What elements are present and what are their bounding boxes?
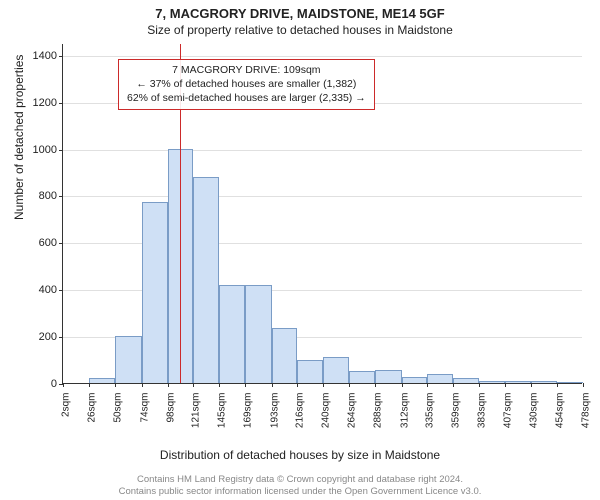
x-tick-label: 74sqm [139,393,150,423]
x-tick-label: 2sqm [61,393,72,417]
x-tick-label: 454sqm [554,393,565,429]
x-axis-label: Distribution of detached houses by size … [0,448,600,462]
x-tick-label: 288sqm [373,393,384,429]
x-tick-label: 335sqm [424,393,435,429]
x-tick-label: 240sqm [321,393,332,429]
annotation-box: 7 MACGRORY DRIVE: 109sqm← 37% of detache… [118,59,375,110]
histogram-bar [272,328,297,383]
x-tick-label: 193sqm [269,393,280,429]
x-tick-label: 121sqm [191,393,202,429]
histogram-bar [402,377,427,383]
y-tick-label: 1000 [33,144,63,156]
histogram-bar [479,381,505,383]
histogram-bar [297,360,323,383]
x-tick-label: 407sqm [503,393,514,429]
y-tick-label: 800 [39,190,63,202]
plot-area: 02004006008001000120014002sqm26sqm50sqm7… [62,44,582,384]
page-title: 7, MACGRORY DRIVE, MAIDSTONE, ME14 5GF [0,0,600,21]
histogram-bar [245,285,271,383]
x-tick-label: 145sqm [217,393,228,429]
histogram-bar [505,381,530,383]
x-tick-label: 50sqm [113,393,124,423]
footer-line-2: Contains public sector information licen… [0,486,600,498]
y-tick-label: 1200 [33,97,63,109]
histogram-bar [219,285,245,383]
histogram-bar [89,378,115,383]
histogram-bar [323,357,349,383]
histogram-bar [142,202,168,383]
histogram-bar [193,177,219,383]
x-tick-label: 312sqm [399,393,410,429]
x-tick-label: 359sqm [451,393,462,429]
histogram-bar [557,382,583,383]
x-tick-label: 383sqm [477,393,488,429]
x-tick-label: 169sqm [243,393,254,429]
histogram-bar [427,374,453,383]
page-subtitle: Size of property relative to detached ho… [0,21,600,37]
y-tick-label: 1400 [33,50,63,62]
footer-line-1: Contains HM Land Registry data © Crown c… [0,474,600,486]
x-tick-label: 26sqm [87,393,98,423]
histogram-chart: 02004006008001000120014002sqm26sqm50sqm7… [62,44,582,414]
histogram-bar [115,336,141,383]
annotation-line: ← 37% of detached houses are smaller (1,… [127,77,366,91]
y-tick-label: 600 [39,237,63,249]
x-tick-label: 430sqm [528,393,539,429]
x-tick-label: 478sqm [581,393,592,429]
y-tick-label: 0 [51,378,63,390]
x-tick-label: 264sqm [347,393,358,429]
y-tick-label: 400 [39,284,63,296]
histogram-bar [375,370,401,383]
histogram-bar [453,378,479,383]
annotation-line: 62% of semi-detached houses are larger (… [127,91,366,105]
x-tick-label: 216sqm [294,393,305,429]
histogram-bar [531,381,557,383]
histogram-bar [349,371,375,383]
y-axis-label: Number of detached properties [12,55,26,220]
y-tick-label: 200 [39,331,63,343]
footer-credits: Contains HM Land Registry data © Crown c… [0,474,600,498]
x-tick-label: 98sqm [165,393,176,423]
annotation-line: 7 MACGRORY DRIVE: 109sqm [127,63,366,77]
